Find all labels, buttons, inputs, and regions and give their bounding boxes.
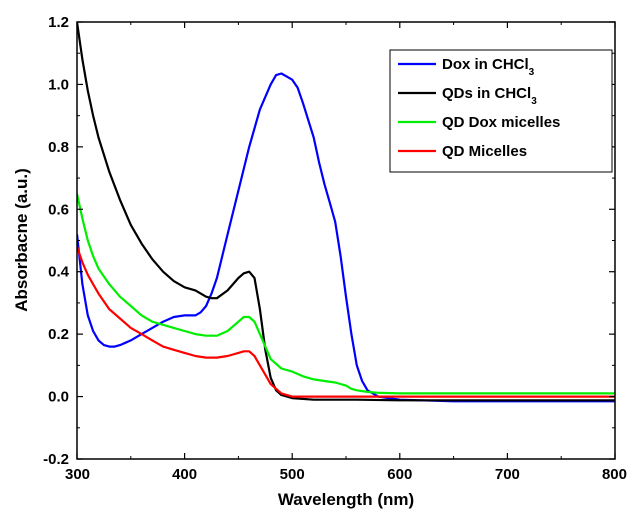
x-axis-ticks: 300 400 500 600 700 800 (65, 22, 627, 483)
series-layer (77, 22, 615, 403)
y-tick-label: 0.8 (48, 139, 69, 156)
x-tick-label: 300 (65, 466, 90, 483)
y-tick-label: 0.2 (48, 326, 69, 343)
y-tick-label: 0.6 (48, 201, 69, 218)
series-line-4 (77, 246, 615, 398)
y-tick-label: 0.4 (48, 264, 70, 281)
plot-area: 300 400 500 600 700 800 -0.2 0.0 0.2 0.4 0.6 0.8 1.… (43, 14, 627, 483)
x-tick-label: 700 (495, 466, 520, 483)
series-line-1 (77, 72, 615, 403)
legend: Dox in CHCl3 QDs in CHCl3 QD Dox micelles Q… (389, 49, 613, 173)
x-axis-title: Wavelength (nm) (278, 490, 414, 509)
legend-label-3: QD Dox micelles (442, 114, 560, 131)
x-tick-label: 400 (172, 466, 197, 483)
y-axis-ticks: -0.2 0.0 0.2 0.4 0.6 0.8 1.0 1.2 (43, 14, 615, 468)
legend-label-1: Dox in CHCl3 (442, 56, 535, 78)
y-tick-label: 1.2 (48, 14, 69, 31)
y-axis-title: Absorbacne (a.u.) (12, 168, 31, 312)
series-line-2 (77, 22, 615, 402)
y-tick-label: 1.0 (48, 76, 69, 93)
y-tick-label: -0.2 (43, 451, 69, 468)
x-tick-label: 600 (387, 466, 412, 483)
x-tick-label: 500 (280, 466, 305, 483)
y-tick-label: 0.0 (48, 389, 69, 406)
series-line-3 (77, 193, 615, 395)
x-tick-label: 800 (602, 466, 627, 483)
legend-label-4: QD Micelles (442, 143, 527, 160)
legend-label-2: QDs in CHCl3 (442, 85, 537, 107)
